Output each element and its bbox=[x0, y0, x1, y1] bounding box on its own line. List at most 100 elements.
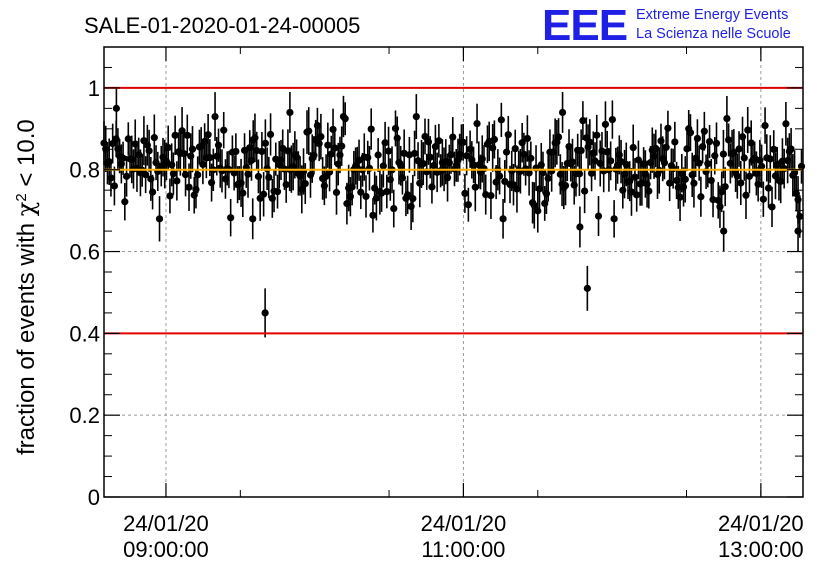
data-point bbox=[355, 139, 363, 181]
data-marker bbox=[558, 108, 567, 117]
data-marker bbox=[409, 194, 417, 203]
data-marker bbox=[576, 223, 584, 231]
data-point bbox=[369, 198, 377, 233]
data-marker bbox=[249, 215, 257, 223]
data-point bbox=[121, 183, 129, 221]
y-axis-label-sup: 2 bbox=[13, 193, 30, 201]
data-marker bbox=[504, 131, 512, 139]
data-point bbox=[412, 94, 420, 139]
data-point bbox=[166, 178, 174, 214]
data-point bbox=[487, 172, 495, 220]
data-marker bbox=[633, 191, 641, 199]
eee-logo: EEE Extreme Energy Events La Scienza nel… bbox=[542, 1, 791, 50]
data-marker bbox=[742, 191, 750, 199]
data-point bbox=[504, 115, 512, 154]
data-point bbox=[155, 196, 164, 242]
data-marker bbox=[586, 138, 594, 146]
data-marker bbox=[583, 284, 591, 292]
data-point bbox=[758, 144, 766, 188]
data-point bbox=[410, 130, 419, 177]
data-point bbox=[261, 119, 269, 168]
data-point bbox=[501, 160, 509, 203]
data-point bbox=[338, 126, 346, 166]
data-marker bbox=[426, 153, 434, 161]
data-marker bbox=[107, 174, 115, 182]
data-point bbox=[490, 120, 498, 159]
data-marker bbox=[527, 154, 535, 162]
data-marker bbox=[464, 201, 472, 209]
data-marker bbox=[206, 153, 214, 162]
data-point bbox=[790, 150, 799, 196]
data-marker bbox=[577, 146, 585, 155]
data-marker bbox=[244, 170, 252, 178]
data-point bbox=[435, 123, 443, 158]
data-marker bbox=[355, 156, 363, 164]
data-marker bbox=[150, 134, 158, 142]
data-marker bbox=[759, 195, 767, 203]
data-marker bbox=[544, 174, 552, 182]
data-point bbox=[759, 181, 767, 217]
data-marker bbox=[338, 142, 346, 150]
data-point bbox=[381, 121, 389, 164]
data-point bbox=[145, 129, 153, 172]
data-marker bbox=[686, 129, 695, 137]
data-point bbox=[511, 129, 519, 168]
data-point bbox=[266, 113, 275, 156]
data-marker bbox=[331, 144, 339, 152]
data-marker bbox=[194, 171, 202, 179]
data-point bbox=[530, 182, 538, 229]
data-point bbox=[558, 92, 567, 133]
reference-lines bbox=[104, 86, 803, 335]
data-marker bbox=[199, 160, 207, 168]
data-point bbox=[142, 156, 150, 194]
eee-logo-line2: La Scienza nelle Scuole bbox=[636, 26, 791, 42]
data-marker bbox=[700, 127, 708, 135]
data-marker bbox=[463, 152, 471, 160]
data-point bbox=[286, 92, 294, 133]
data-point bbox=[148, 174, 157, 210]
data-marker bbox=[357, 188, 365, 196]
data-point bbox=[721, 167, 729, 207]
data-point bbox=[544, 155, 552, 202]
data-marker bbox=[733, 172, 741, 180]
data-marker bbox=[239, 189, 247, 197]
data-marker bbox=[787, 145, 795, 153]
data-marker bbox=[110, 182, 119, 190]
data-point bbox=[409, 174, 417, 223]
data-marker bbox=[561, 181, 570, 190]
data-point bbox=[393, 116, 401, 160]
data-point bbox=[194, 156, 202, 194]
data-point bbox=[185, 163, 193, 211]
data-point bbox=[327, 135, 335, 173]
data-point bbox=[695, 145, 703, 181]
data-point bbox=[737, 160, 745, 206]
data-point bbox=[499, 199, 507, 239]
data-marker bbox=[501, 177, 509, 186]
data-marker bbox=[449, 133, 457, 141]
data-point bbox=[164, 125, 172, 170]
data-point bbox=[671, 121, 679, 163]
data-point bbox=[169, 152, 178, 195]
data-marker bbox=[718, 188, 726, 196]
data-point bbox=[273, 174, 282, 209]
data-marker bbox=[601, 120, 610, 128]
data-point bbox=[204, 113, 212, 156]
data-point bbox=[258, 132, 266, 171]
data-point bbox=[593, 114, 601, 156]
data-point bbox=[171, 115, 179, 155]
y-tick-label: 0.4 bbox=[69, 321, 100, 346]
y-tick-label: 0.6 bbox=[69, 240, 100, 265]
data-marker bbox=[499, 215, 507, 223]
data-marker bbox=[480, 164, 488, 173]
data-point bbox=[693, 119, 702, 158]
x-tick-date: 24/01/20 bbox=[421, 511, 507, 536]
data-point bbox=[384, 126, 393, 176]
data-point bbox=[421, 118, 429, 155]
data-point bbox=[764, 168, 773, 208]
data-point bbox=[324, 122, 332, 168]
data-marker bbox=[671, 138, 679, 146]
data-marker bbox=[745, 172, 754, 180]
data-point bbox=[700, 111, 708, 151]
data-point bbox=[601, 101, 610, 148]
y-tick-label: 0.2 bbox=[69, 403, 100, 428]
